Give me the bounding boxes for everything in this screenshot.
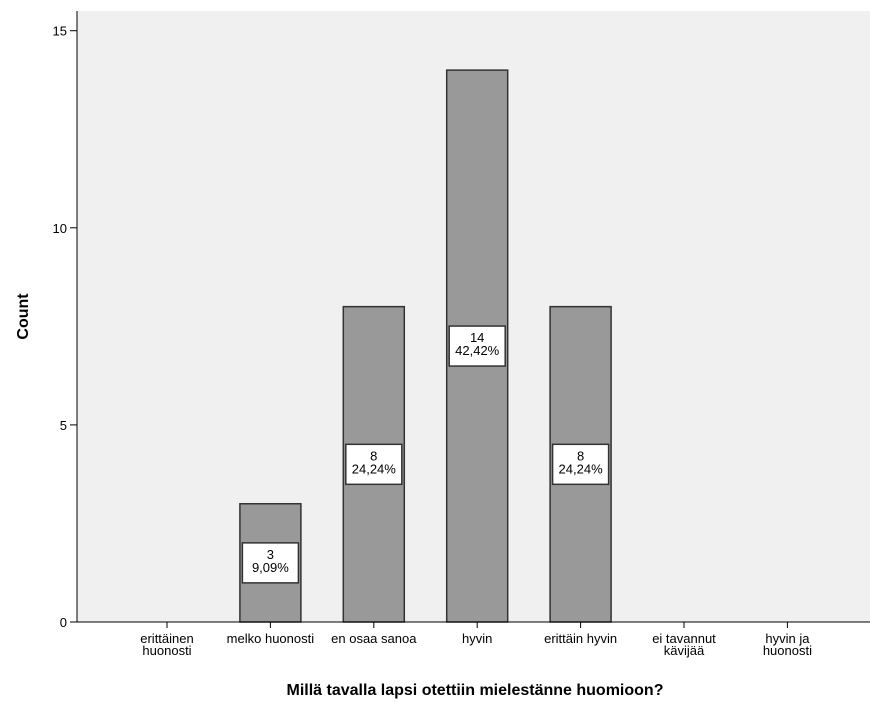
- data-label: 9,09%: [252, 560, 289, 575]
- x-axis-title: Millä tavalla lapsi otettiin mielestänne…: [287, 682, 664, 699]
- y-tick-label: 5: [60, 418, 67, 433]
- x-tick-label: en osaa sanoa: [331, 631, 417, 646]
- data-label: 14: [470, 330, 484, 345]
- y-tick-label: 0: [60, 615, 67, 630]
- data-label-box: [551, 443, 610, 486]
- data-label: 8: [370, 448, 377, 463]
- data-label: 42,42%: [455, 343, 500, 358]
- data-label: 24,24%: [559, 461, 604, 476]
- x-tick-label: erittäinen: [140, 631, 193, 646]
- data-label-box: [345, 443, 403, 486]
- x-tick-label: melko huonosti: [227, 631, 315, 646]
- data-label-box: [448, 325, 506, 367]
- data-label-box: [241, 542, 300, 584]
- x-tick-label: kävijää: [664, 643, 705, 658]
- x-tick-label: huonosti: [763, 643, 812, 658]
- x-tick-label: ei tavannut: [652, 631, 716, 646]
- x-tick-label: hyvin ja: [765, 631, 810, 646]
- x-tick-label: erittäin hyvin: [544, 631, 617, 646]
- x-tick-label: hyvin: [462, 631, 492, 646]
- data-label: 3: [267, 547, 274, 562]
- y-tick-label: 10: [53, 221, 67, 236]
- y-tick-label: 15: [53, 24, 67, 39]
- x-tick-label: huonosti: [142, 643, 191, 658]
- y-axis-title: Count: [15, 293, 32, 340]
- data-label: 8: [577, 448, 584, 463]
- data-label: 24,24%: [352, 461, 397, 476]
